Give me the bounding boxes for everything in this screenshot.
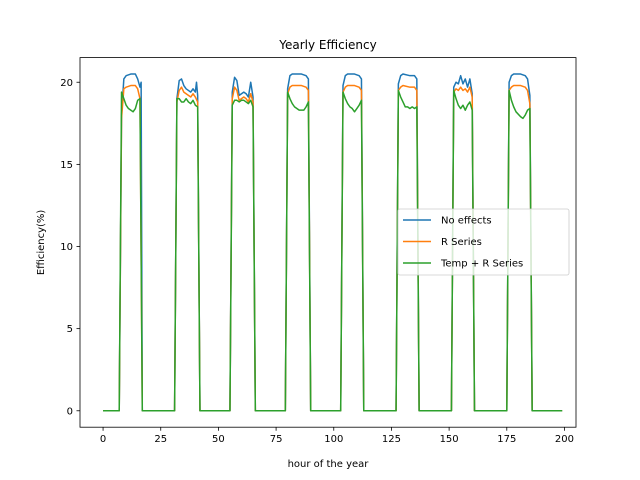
y-tick-label-0: 0 <box>67 406 73 417</box>
axes-layer: 0 25 50 75 100 125 150 175 200 0 5 10 15 20 <box>60 78 574 445</box>
y-tick-label-3: 15 <box>60 160 73 171</box>
legend-label-1: R Series <box>441 237 482 248</box>
series-line-2 <box>103 89 563 412</box>
chart-title: Yearly Efficiency <box>278 38 376 52</box>
legend-label-0: No effects <box>441 216 492 227</box>
x-tick-label-0: 0 <box>100 434 106 445</box>
legend: No effects R Series Temp + R Series <box>397 208 570 276</box>
x-tick-label-4: 100 <box>324 434 343 445</box>
x-tick-label-1: 25 <box>154 434 167 445</box>
x-tick-label-6: 150 <box>440 434 459 445</box>
y-tick-label-1: 5 <box>67 324 73 335</box>
x-tick-label-5: 125 <box>382 434 401 445</box>
y-tick-label-2: 10 <box>60 242 73 253</box>
y-tick-label-4: 20 <box>60 78 73 89</box>
y-axis-label: Efficiency(%) <box>36 210 47 276</box>
x-axis-label: hour of the year <box>288 459 370 470</box>
series-line-0 <box>103 73 563 412</box>
x-tick-label-3: 75 <box>270 434 283 445</box>
x-tick-label-2: 50 <box>212 434 225 445</box>
x-tick-label-7: 175 <box>497 434 516 445</box>
legend-label-2: Temp + R Series <box>440 259 523 270</box>
plot-layer <box>103 73 563 412</box>
series-line-1 <box>103 84 563 412</box>
plot-frame <box>79 57 577 428</box>
legend-box <box>397 208 570 276</box>
x-tick-label-8: 200 <box>555 434 574 445</box>
